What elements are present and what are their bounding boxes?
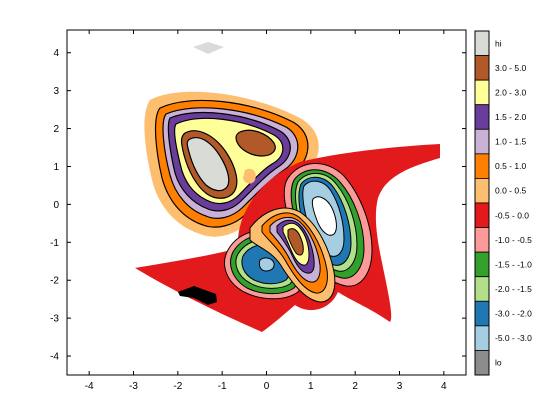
colorbar-swatch — [474, 30, 490, 56]
colorbar-swatch — [474, 202, 490, 228]
y-tick-label: 3 — [53, 86, 59, 97]
x-tick-label: -3 — [129, 381, 138, 392]
colorbar-label: 2.0 - 3.0 — [495, 87, 526, 97]
contour-regions — [135, 42, 440, 332]
colorbar-swatch — [474, 325, 490, 351]
y-tick-label: -4 — [50, 352, 59, 363]
colorbar-swatch — [474, 227, 490, 253]
axes: -4 -3 -2 -1 0 1 2 3 4 4 3 2 1 0 -1 -2 -3 -4 — [50, 29, 467, 392]
y-tick-label: 1 — [53, 162, 59, 173]
y-tick-label: 2 — [53, 124, 59, 135]
y-tick-label: 0 — [53, 200, 59, 211]
colorbar-frame — [474, 30, 490, 376]
colorbar-label: -1.5 - -1.0 — [495, 259, 532, 269]
x-tick-label: 1 — [308, 381, 314, 392]
colorbar-label: 0.5 - 1.0 — [495, 161, 526, 171]
y-tick-label: 4 — [53, 48, 59, 59]
y-tick-label: -2 — [50, 276, 59, 287]
y-tick-label: -3 — [50, 314, 59, 325]
x-tick-label: 4 — [441, 381, 447, 392]
region-hi — [186, 137, 230, 192]
colorbar-swatch — [474, 104, 490, 130]
x-tick-label: -4 — [85, 381, 94, 392]
colorbar-label: 1.5 - 2.0 — [495, 112, 526, 122]
colorbar-swatch — [474, 128, 490, 155]
colorbar-swatch — [474, 350, 490, 376]
colorbar-swatch — [474, 153, 490, 179]
region-lo-patch — [178, 286, 217, 305]
region-minus5.0-minus3.0-left — [258, 257, 275, 272]
colorbar-label: lo — [495, 358, 502, 368]
region-0.0-0.5-spot — [243, 168, 256, 184]
x-tick-label: -2 — [173, 381, 182, 392]
colorbar-swatch — [474, 276, 490, 302]
colorbar-swatch — [474, 79, 490, 106]
x-tick-label: 3 — [397, 381, 403, 392]
colorbar-swatch — [474, 251, 490, 278]
colorbar-label: 1.0 - 1.5 — [495, 137, 526, 147]
region-3.0-5.0-small — [235, 129, 276, 157]
colorbar-label: -0.5 - 0.0 — [495, 210, 529, 220]
region-lo-inner — [311, 196, 337, 236]
colorbar: hi 3.0 - 5.0 2.0 - 3.0 1.5 - 2.0 1.0 - 1.5 0.… — [474, 30, 532, 376]
x-tick-label: 0 — [264, 381, 270, 392]
colorbar-label: 3.0 - 5.0 — [495, 63, 526, 73]
colorbar-swatch — [474, 178, 490, 204]
colorbar-label: -3.0 - -2.0 — [495, 309, 532, 319]
y-tick-label: -1 — [50, 238, 59, 249]
colorbar-swatch — [474, 55, 490, 81]
colorbar-swatch — [474, 300, 490, 327]
colorbar-label: 0.0 - 0.5 — [495, 186, 526, 196]
region-3.0-5.0-center — [287, 228, 304, 256]
region-hi-patch — [193, 42, 224, 54]
colorbar-label: -5.0 - -3.0 — [495, 333, 532, 343]
colorbar-label: -1.0 - -0.5 — [495, 235, 532, 245]
colorbar-label: -2.0 - -1.5 — [495, 284, 532, 294]
x-tick-label: -1 — [218, 381, 227, 392]
x-tick-label: 2 — [352, 381, 358, 392]
colorbar-label: hi — [495, 38, 502, 48]
